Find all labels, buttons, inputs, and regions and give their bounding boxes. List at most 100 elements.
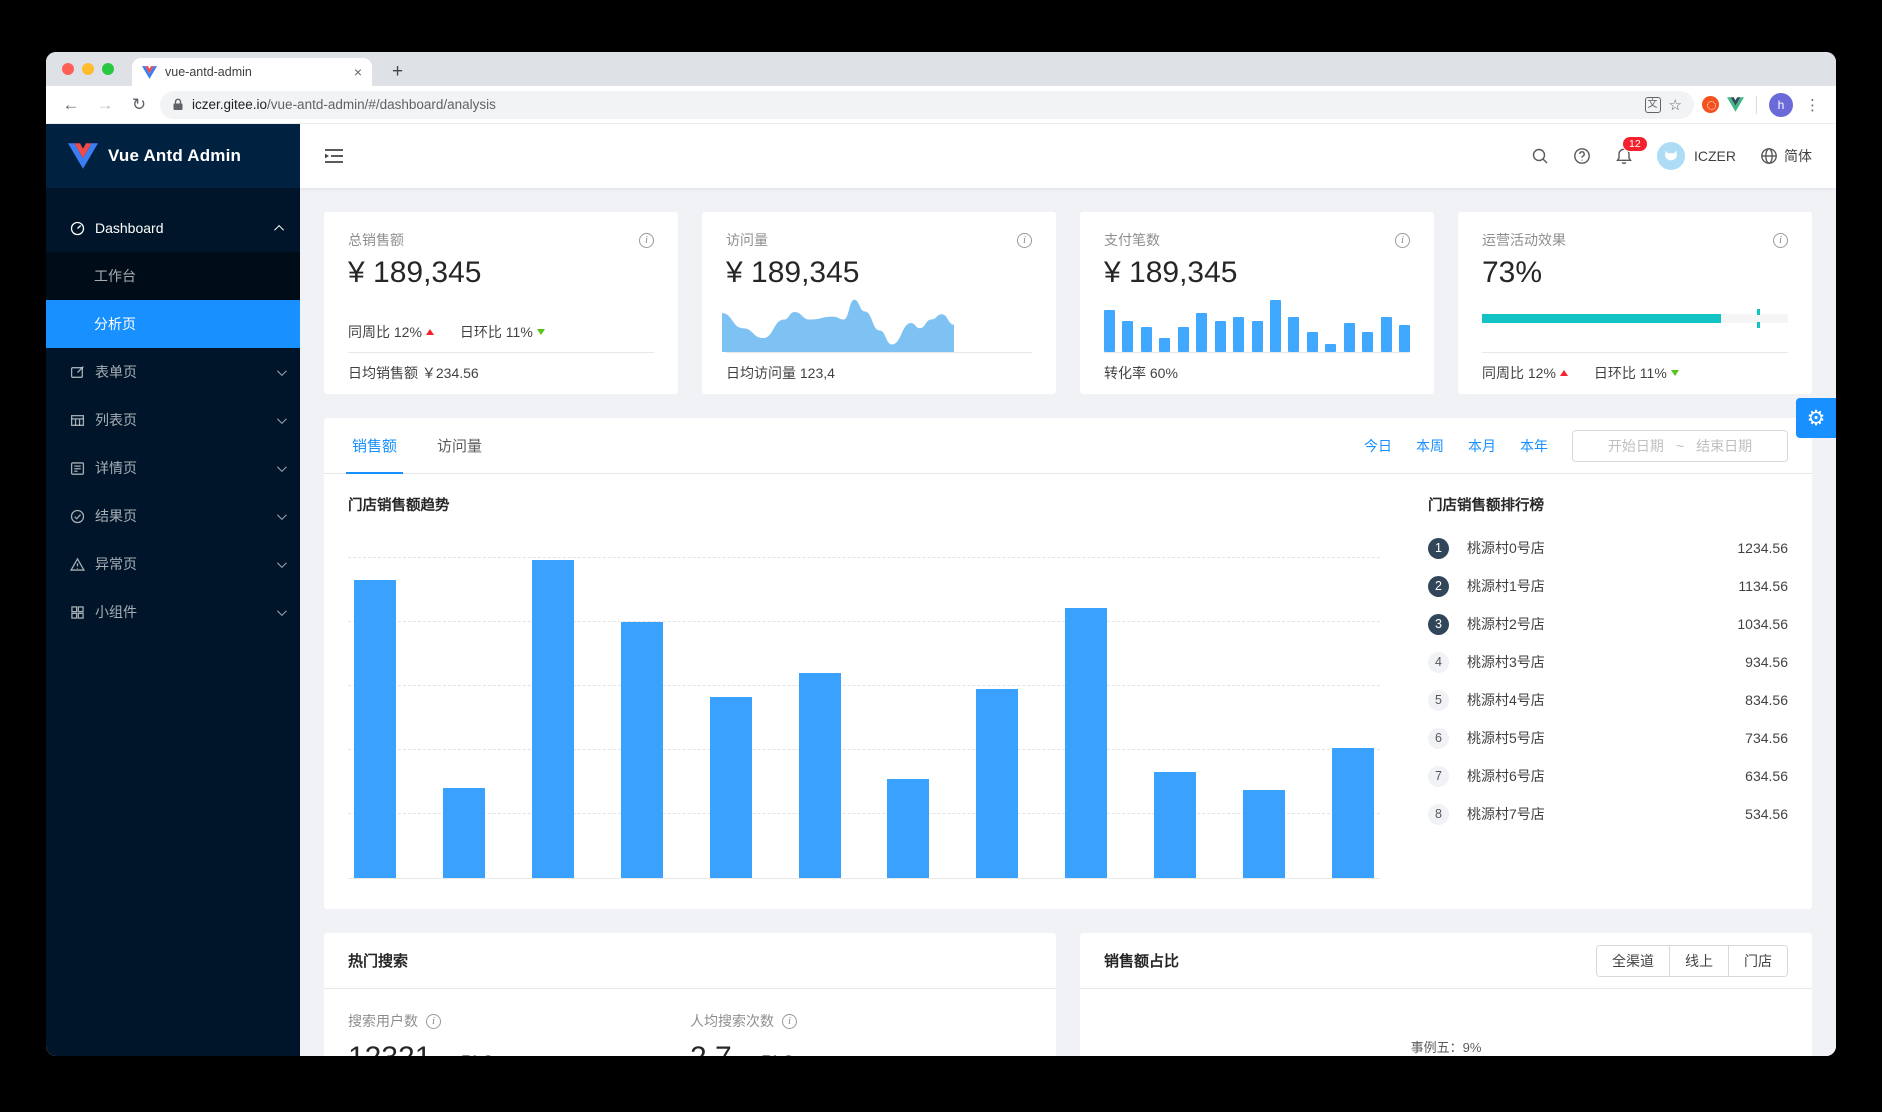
ranking-row: 2 桃源村1号店 1134.56 (1428, 571, 1788, 601)
sidebar-subitem-analysis[interactable]: 分析页 (46, 300, 300, 348)
padlock-icon (173, 98, 183, 110)
notification-bell-icon[interactable]: 12 (1615, 136, 1648, 165)
menu-fold-icon[interactable] (324, 148, 344, 164)
rank-badge: 3 (1428, 613, 1449, 635)
channel-store-button[interactable]: 门店 (1728, 945, 1787, 976)
info-icon[interactable]: i (426, 1013, 441, 1029)
range-year-link[interactable]: 本年 (1520, 437, 1548, 454)
date-end-placeholder: 结束日期 (1696, 437, 1753, 454)
card-visits: 访问量 i ¥ 189,345 日均访问量 123,4 (702, 212, 1056, 394)
store-value: 1134.56 (1738, 578, 1788, 594)
info-icon[interactable]: i (1773, 232, 1788, 248)
range-week-link[interactable]: 本周 (1416, 437, 1444, 454)
back-button[interactable]: ← (62, 94, 80, 114)
info-icon[interactable]: i (1395, 232, 1410, 248)
info-icon[interactable]: i (782, 1013, 797, 1029)
chart-bars (354, 535, 1374, 878)
language-label: 简体 (1784, 148, 1812, 164)
reload-button[interactable]: ↻ (131, 94, 147, 114)
chrome-profile-avatar[interactable]: h (1769, 92, 1793, 117)
card-footer: 日均销售额 ￥234.56 (348, 365, 479, 381)
new-tab-button[interactable]: + (392, 61, 404, 82)
store-value: 534.56 (1745, 806, 1788, 822)
table-icon (70, 413, 85, 428)
tab-title: vue-antd-admin (165, 65, 252, 79)
bar (709, 697, 752, 878)
store-name: 桃源村5号店 (1467, 730, 1545, 746)
bar (1065, 608, 1108, 878)
ranking-section: 门店销售额排行榜 1 桃源村0号店 1234.56 2 桃源村1号店 1134.56 3… (1428, 494, 1788, 879)
store-name: 桃源村2号店 (1467, 616, 1545, 632)
zoom-window-button[interactable] (102, 63, 114, 75)
user-menu[interactable]: ICZER (1657, 142, 1736, 170)
address-bar[interactable]: iczer.gitee.io/vue-antd-admin/#/dashboar… (160, 90, 1694, 119)
sidebar-item-forms[interactable]: 表单页 (46, 348, 300, 396)
store-value: 1034.56 (1737, 616, 1788, 632)
translate-icon[interactable]: 文 (1644, 96, 1661, 113)
range-controls: 今日 本周 本月 本年 开始日期 ~ 结束日期 (1364, 429, 1788, 462)
sidebar-item-exceptions[interactable]: 异常页 (46, 540, 300, 588)
card-value: ¥ 189,345 (726, 256, 860, 289)
ranking-row: 6 桃源村5号店 734.56 (1428, 723, 1788, 753)
card-title: 访问量 (726, 232, 768, 248)
appstore-icon (70, 605, 85, 620)
search-icon[interactable] (1531, 147, 1549, 165)
channel-all-button[interactable]: 全渠道 (1597, 945, 1669, 976)
sidebar-item-dashboard[interactable]: Dashboard (46, 204, 300, 252)
date-range-picker[interactable]: 开始日期 ~ 结束日期 (1572, 429, 1788, 462)
vue-devtools-icon[interactable] (1727, 97, 1744, 112)
bookmark-star-icon[interactable]: ☆ (1668, 96, 1682, 114)
store-name: 桃源村3号店 (1467, 654, 1545, 670)
browser-menu-icon[interactable]: ⋮ (1805, 96, 1820, 114)
brand-title: Vue Antd Admin (108, 146, 242, 165)
sidebar-subitem-workplace[interactable]: 工作台 (46, 252, 300, 300)
sidebar-item-lists[interactable]: 列表页 (46, 396, 300, 444)
brand-logo[interactable]: Vue Antd Admin (46, 124, 300, 188)
store-sales-bar-chart (348, 535, 1380, 879)
stat-cards: 总销售额 i ¥ 189,345 同周比 12% 日环比 11% 日均销售额 ￥2… (324, 212, 1812, 394)
sidebar-item-results[interactable]: 结果页 (46, 492, 300, 540)
caret-down-icon (536, 329, 545, 335)
extension-icon[interactable] (1702, 96, 1719, 113)
close-window-button[interactable] (62, 63, 74, 75)
browser-toolbar: ← → ↻ iczer.gitee.io/vue-antd-admin/#/da… (46, 86, 1836, 124)
form-icon (70, 365, 85, 380)
store-name: 桃源村4号店 (1467, 692, 1545, 708)
browser-tab[interactable]: vue-antd-admin × (132, 58, 372, 86)
notification-badge: 12 (1622, 136, 1648, 152)
hot-search-panel: 热门搜索 搜索用户数 i 12321 71.2 人均搜索次数 i (324, 933, 1056, 1056)
metric-delta: 71.2 (461, 1053, 492, 1056)
tab-close-icon[interactable]: × (353, 64, 362, 80)
window-controls (46, 52, 132, 86)
card-payments: 支付笔数 i ¥ 189,345 转化率 60% (1080, 212, 1434, 394)
url-domain: iczer.gitee.io (192, 97, 268, 112)
help-icon[interactable] (1573, 147, 1591, 165)
trend-row: 同周比 12% 日环比 11% (348, 322, 545, 342)
sidebar-item-widgets[interactable]: 小组件 (46, 588, 300, 636)
sidebar-item-details[interactable]: 详情页 (46, 444, 300, 492)
sidebar-item-label: 工作台 (94, 268, 136, 284)
channel-online-button[interactable]: 线上 (1669, 945, 1728, 976)
sidebar-item-label: 结果页 (95, 508, 137, 524)
metric-value: 2.7 (690, 1041, 732, 1056)
chevron-down-icon (276, 461, 287, 472)
range-month-link[interactable]: 本月 (1468, 437, 1496, 454)
settings-gear-button[interactable]: ⚙ (1796, 398, 1836, 438)
caret-up-icon (425, 329, 434, 335)
payments-bar-chart (1104, 296, 1410, 352)
info-icon[interactable]: i (1017, 232, 1032, 248)
range-today-link[interactable]: 今日 (1364, 437, 1392, 454)
store-value: 934.56 (1745, 654, 1788, 670)
minimize-window-button[interactable] (82, 63, 94, 75)
bar (887, 779, 930, 878)
tab-sales[interactable]: 销售额 (332, 418, 417, 474)
language-switcher[interactable]: 简体 (1760, 146, 1812, 166)
profile-icon (70, 461, 85, 476)
card-value: 73% (1482, 256, 1543, 289)
chevron-down-icon (276, 413, 287, 424)
sidebar-item-label: 异常页 (95, 556, 137, 572)
forward-button[interactable]: → (96, 94, 114, 114)
info-icon[interactable]: i (639, 232, 654, 248)
tab-visits[interactable]: 访问量 (417, 418, 502, 473)
